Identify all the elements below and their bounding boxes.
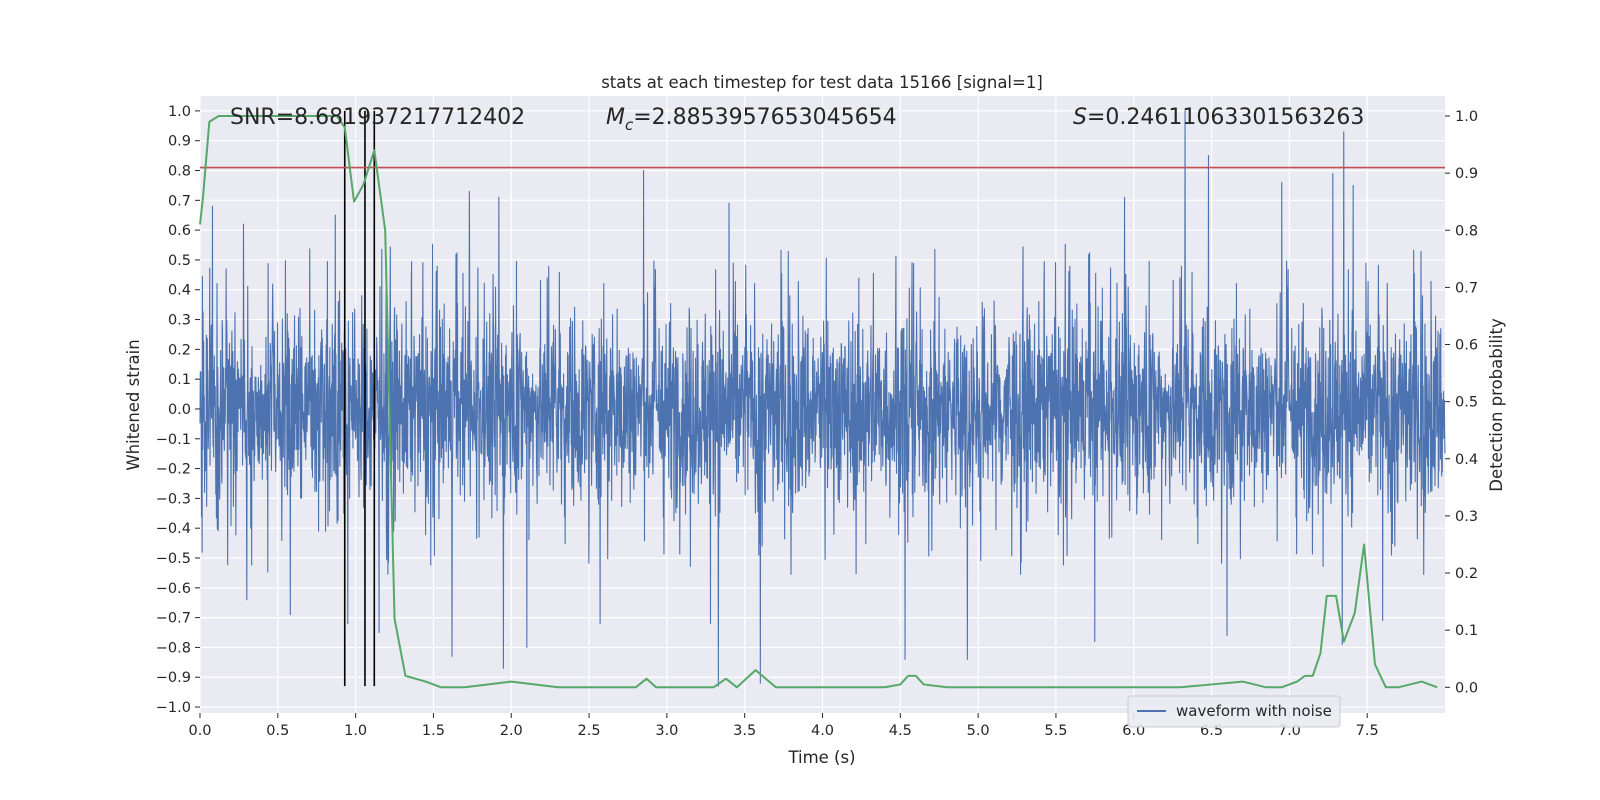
legend-entry: waveform with noise (1176, 702, 1332, 720)
waveform-series (199, 110, 1446, 687)
detection-probability-series (199, 115, 1438, 689)
y-left-tick-label: 0.6 (168, 223, 191, 239)
chirp-mass-annotation: Mc=2.8853957653045654 (606, 105, 897, 134)
y-left-tick-label: −0.2 (156, 462, 191, 478)
s-value: =0.24611063301563263 (1087, 105, 1364, 130)
y-right-tick-label: 0.8 (1455, 223, 1478, 239)
y-right-tick-label: 0.7 (1455, 280, 1478, 296)
y-right-ticks: 1.0 0.9 0.8 0.7 0.6 0.5 0.4 0.3 0.2 0.1 0.0 (1445, 109, 1478, 696)
x-tick-label: 1.0 (344, 723, 367, 739)
x-tick-label: 4.5 (889, 723, 912, 739)
y-left-tick-label: 0.8 (168, 164, 191, 180)
x-tick-label: 2.0 (500, 723, 523, 739)
y-right-tick-label: 0.0 (1455, 680, 1478, 696)
x-tick-label: 4.0 (811, 723, 834, 739)
y-left-ticks: 1.0 0.9 0.8 0.7 0.6 0.5 0.4 0.3 0.2 0.1 0.0 −0.1 −0.… (156, 104, 200, 716)
y-left-tick-label: −0.6 (156, 581, 191, 597)
chirp-mass-subscript: c (625, 116, 634, 134)
y-left-tick-label: 0.5 (168, 253, 191, 269)
y-left-tick-label: −0.4 (156, 521, 191, 537)
y-left-tick-label: −0.5 (156, 551, 191, 567)
vertical-markers (343, 110, 376, 687)
x-tick-label: 0.5 (266, 723, 289, 739)
y-left-axis-label: Whitened strain (124, 339, 143, 470)
waveform-line (199, 110, 1446, 687)
y-right-tick-label: 0.6 (1455, 338, 1478, 354)
chirp-mass-value: =2.8853957653045654 (633, 105, 896, 130)
y-left-tick-label: −0.3 (156, 491, 191, 507)
legend-box (1127, 695, 1341, 728)
s-symbol: S (1073, 105, 1087, 130)
y-left-tick-label: −0.9 (156, 670, 191, 686)
x-tick-label: 5.5 (1044, 723, 1067, 739)
y-left-tick-label: 1.0 (168, 104, 191, 120)
x-tick-label: 5.0 (967, 723, 990, 739)
y-right-tick-label: 0.3 (1455, 509, 1478, 525)
y-left-tick-label: 0.4 (168, 283, 191, 299)
y-left-tick-label: 0.2 (168, 342, 191, 358)
x-tick-label: 7.5 (1356, 723, 1379, 739)
y-right-tick-label: 0.2 (1455, 566, 1478, 582)
x-tick-label: 0.0 (188, 723, 211, 739)
y-left-tick-label: 0.0 (168, 402, 191, 418)
snr-annotation: SNR=8.681937217712402 (230, 105, 525, 130)
chirp-mass-symbol: M (606, 105, 625, 130)
y-left-tick-label: −1.0 (156, 700, 191, 716)
legend: waveform with noise (1127, 695, 1341, 728)
chart-title: stats at each timestep for test data 151… (601, 73, 1043, 92)
y-left-tick-label: −0.7 (156, 611, 191, 627)
y-right-tick-label: 0.9 (1455, 166, 1478, 182)
y-right-tick-label: 1.0 (1455, 109, 1478, 125)
x-tick-label: 3.0 (655, 723, 678, 739)
y-left-tick-label: 0.9 (168, 134, 191, 150)
probability-line (199, 115, 1438, 689)
y-right-axis-label: Detection probability (1487, 318, 1506, 492)
y-right-tick-label: 0.4 (1455, 452, 1478, 468)
x-ticks: 0.0 0.5 1.0 1.5 2.0 2.5 3.0 3.5 4.0 4.5 5.0 5.5 6.0 6… (188, 713, 1379, 739)
x-tick-label: 3.5 (733, 723, 756, 739)
x-tick-label: 1.5 (422, 723, 445, 739)
y-left-tick-label: 0.7 (168, 193, 191, 209)
y-left-tick-label: 0.1 (168, 372, 191, 388)
y-left-tick-label: −0.8 (156, 640, 191, 656)
x-axis-label: Time (s) (787, 748, 855, 767)
s-annotation: S=0.24611063301563263 (1073, 105, 1364, 130)
x-tick-label: 2.5 (578, 723, 601, 739)
y-left-tick-label: −0.1 (156, 432, 191, 448)
y-right-tick-label: 0.1 (1455, 623, 1478, 639)
y-right-tick-label: 0.5 (1455, 395, 1478, 411)
y-left-tick-label: 0.3 (168, 313, 191, 329)
